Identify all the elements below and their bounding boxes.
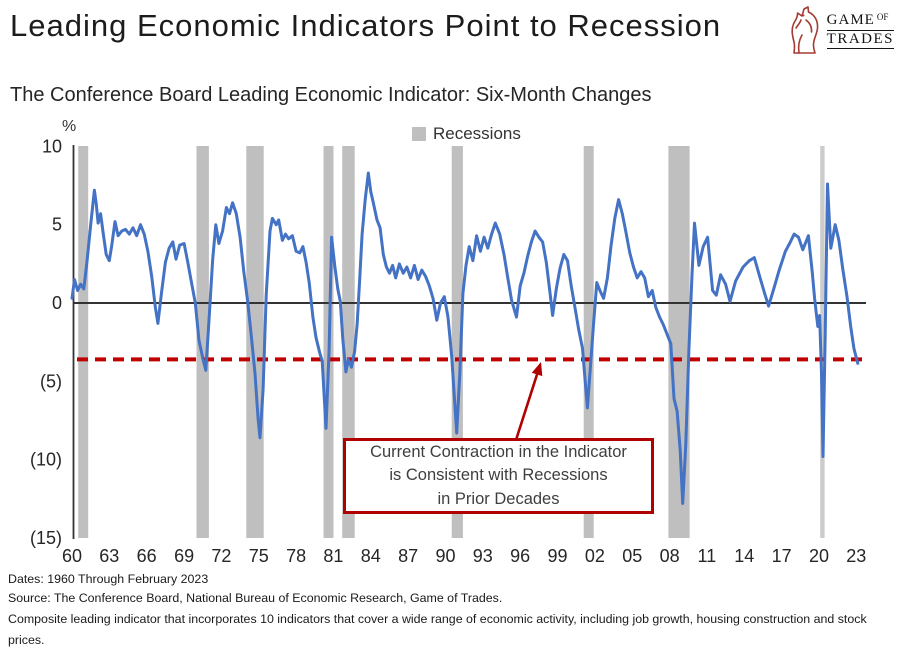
- logo-word-of: OF: [876, 11, 889, 22]
- x-tick-label: 63: [99, 546, 119, 566]
- logo-word-game: GAME: [826, 11, 875, 28]
- dates-note: Dates: 1960 Through February 2023: [8, 572, 209, 586]
- y-tick-label: (10): [30, 450, 62, 470]
- x-tick-label: 96: [510, 546, 530, 566]
- annotation-arrow-line: [514, 372, 539, 441]
- logo-word-trades: TRADES: [826, 30, 894, 49]
- annotation-arrowhead-icon: [531, 362, 543, 377]
- brand-logo: GAME OF TRADES: [786, 6, 894, 54]
- x-tick-label: 66: [137, 546, 157, 566]
- chart-title: The Conference Board Leading Economic In…: [10, 84, 652, 106]
- knight-chess-icon: [791, 6, 818, 54]
- x-tick-label: 84: [361, 546, 381, 566]
- page-title: Leading Economic Indicators Point to Rec…: [10, 8, 722, 43]
- recession-band: [820, 146, 825, 538]
- x-tick-label: 23: [846, 546, 866, 566]
- x-tick-label: 90: [435, 546, 455, 566]
- x-tick-label: 81: [323, 546, 343, 566]
- recession-band: [451, 146, 463, 538]
- x-tick-label: 14: [734, 546, 754, 566]
- x-tick-label: 87: [398, 546, 418, 566]
- annotation-line-1: Current Contraction in the Indicator: [370, 443, 627, 462]
- x-tick-label: 02: [585, 546, 605, 566]
- recession-band: [668, 146, 690, 538]
- brand-wordmark: GAME OF TRADES: [826, 11, 894, 49]
- recession-band: [246, 146, 264, 538]
- x-tick-label: 93: [473, 546, 493, 566]
- recession-band: [78, 146, 89, 538]
- x-tick-label: 05: [622, 546, 642, 566]
- x-tick-label: 72: [211, 546, 231, 566]
- x-tick-label: 11: [698, 546, 717, 566]
- x-tick-label: 60: [62, 546, 82, 566]
- x-tick-label: 17: [772, 546, 792, 566]
- y-tick-label: (15): [30, 528, 62, 548]
- y-axis-unit-label: %: [62, 118, 77, 135]
- x-tick-label: 08: [660, 546, 680, 566]
- x-tick-label: 20: [809, 546, 829, 566]
- x-tick-label: 75: [249, 546, 269, 566]
- y-tick-label: (5): [40, 371, 62, 391]
- annotation-line-3: in Prior Decades: [437, 489, 560, 508]
- legend-label-recessions: Recessions: [433, 124, 521, 143]
- lei-series-line: [70, 171, 860, 505]
- footnotes: Dates: 1960 Through February 2023 Source…: [8, 570, 894, 651]
- annotation-box: Current Contraction in the Indicator is …: [343, 438, 654, 514]
- methodology-note: Composite leading indicator that incorpo…: [8, 612, 867, 647]
- recession-band: [196, 146, 209, 538]
- y-tick-label: 0: [52, 293, 62, 313]
- y-tick-label: 5: [52, 215, 62, 235]
- x-tick-label: 99: [547, 546, 567, 566]
- source-note: Source: The Conference Board, National B…: [8, 591, 503, 605]
- annotation-line-2: is Consistent with Recessions: [389, 466, 608, 485]
- x-tick-label: 69: [174, 546, 194, 566]
- legend-swatch-recessions: [412, 127, 426, 141]
- recession-band: [583, 146, 594, 538]
- y-tick-label: 10: [42, 136, 62, 156]
- legend: Recessions: [412, 124, 521, 144]
- x-tick-label: 78: [286, 546, 306, 566]
